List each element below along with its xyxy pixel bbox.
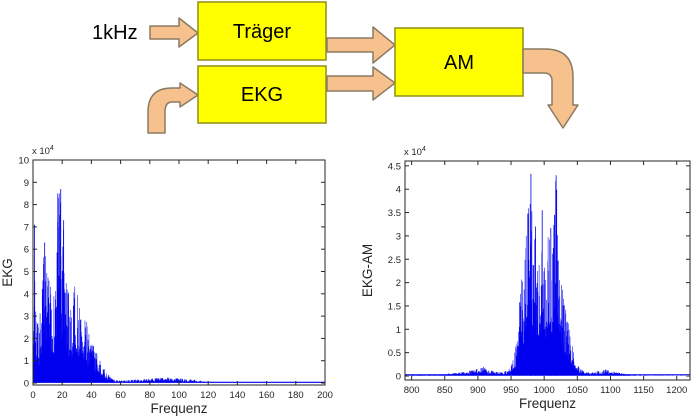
ekg-am-spectrum-chart: 800 850 900 950 1000 1050 1100 1150 1200 0 0.5 1 1.5… <box>360 146 691 411</box>
ekg-box <box>197 65 327 124</box>
y-tick-label: 6 <box>24 245 29 256</box>
y-tick-label: 4 <box>24 289 29 300</box>
y-tick-label: 3 <box>396 231 401 242</box>
y-tick-label: 0 <box>396 372 401 383</box>
spectrum-trace <box>32 193 326 383</box>
x-tick-label: 800 <box>404 385 420 396</box>
y-tick-label: 1 <box>24 356 29 367</box>
x-tick-label: 20 <box>57 390 68 401</box>
traeger-box <box>197 1 327 61</box>
x-axis-label: Frequenz <box>519 396 576 411</box>
traeger-box-label: Träger <box>233 21 292 43</box>
x-tick-label: 1100 <box>600 385 620 396</box>
y-tick-label: 0.5 <box>388 348 401 359</box>
x-tick-label: 160 <box>259 390 275 401</box>
y-tick-label: 7 <box>24 222 29 233</box>
spectrum-trace <box>404 181 691 376</box>
y-tick-label: 2.5 <box>388 255 401 266</box>
x-tick-label: 200 <box>317 390 333 401</box>
block-diagram: 1kHz Träger EKG AM <box>92 1 579 134</box>
y-tick-label: 3 <box>24 312 29 323</box>
y-tick-label: 5 <box>24 267 29 278</box>
am-box-label: AM <box>444 52 474 74</box>
ekg-spectrum-chart: 0 20 40 60 80 100 120 140 160 180 200 0 1 2 3 4 5 6 7 8 9 10 F… <box>0 145 333 416</box>
x-tick-label: 120 <box>200 390 216 401</box>
y-tick-label: 9 <box>24 178 29 189</box>
y-tick-label: 4.5 <box>388 161 401 172</box>
x-tick-label: 900 <box>470 385 486 396</box>
x-tick-label: 1200 <box>666 385 687 396</box>
traeger-to-am-arrow-icon <box>326 26 396 64</box>
x-tick-label: 1150 <box>633 385 653 396</box>
y-tick-label: 1 <box>396 325 401 336</box>
am-box <box>394 27 524 97</box>
y-tick-label: 10 <box>18 156 29 167</box>
input-arrow-icon <box>149 17 199 48</box>
x-tick-label: 0 <box>30 390 35 401</box>
ekg-box-label: EKG <box>241 84 283 106</box>
y-scale-label: x 104 <box>404 146 426 158</box>
x-tick-label: 1050 <box>567 385 588 396</box>
y-tick-label: 0 <box>24 379 29 390</box>
x-tick-label: 1000 <box>534 385 555 396</box>
x-tick-label: 180 <box>288 390 304 401</box>
y-tick-label: 4 <box>396 185 401 196</box>
x-tick-label: 850 <box>437 385 453 396</box>
input-signal-label: 1kHz <box>92 22 138 44</box>
y-tick-label: 1.5 <box>388 301 401 312</box>
ekg-to-am-arrow-icon <box>326 66 396 101</box>
x-tick-label: 100 <box>171 390 187 401</box>
y-tick-label: 8 <box>24 200 29 211</box>
y-tick-label: 3.5 <box>388 208 401 219</box>
x-tick-label: 40 <box>86 390 97 401</box>
am-output-curved-arrow-icon <box>522 48 579 129</box>
axes-box <box>404 160 691 381</box>
y-tick-label: 2 <box>396 278 401 289</box>
ekg-input-curved-arrow-icon <box>147 82 199 134</box>
x-tick-label: 950 <box>503 385 519 396</box>
y-axis-label: EKG-AM <box>360 244 375 297</box>
x-tick-label: 60 <box>115 390 126 401</box>
y-tick-label: 2 <box>24 334 29 345</box>
y-axis-label: EKG <box>0 258 15 287</box>
x-tick-label: 80 <box>145 390 156 401</box>
x-tick-label: 140 <box>229 390 245 401</box>
x-axis-label: Frequenz <box>150 401 207 416</box>
y-scale-label: x 104 <box>32 145 54 157</box>
